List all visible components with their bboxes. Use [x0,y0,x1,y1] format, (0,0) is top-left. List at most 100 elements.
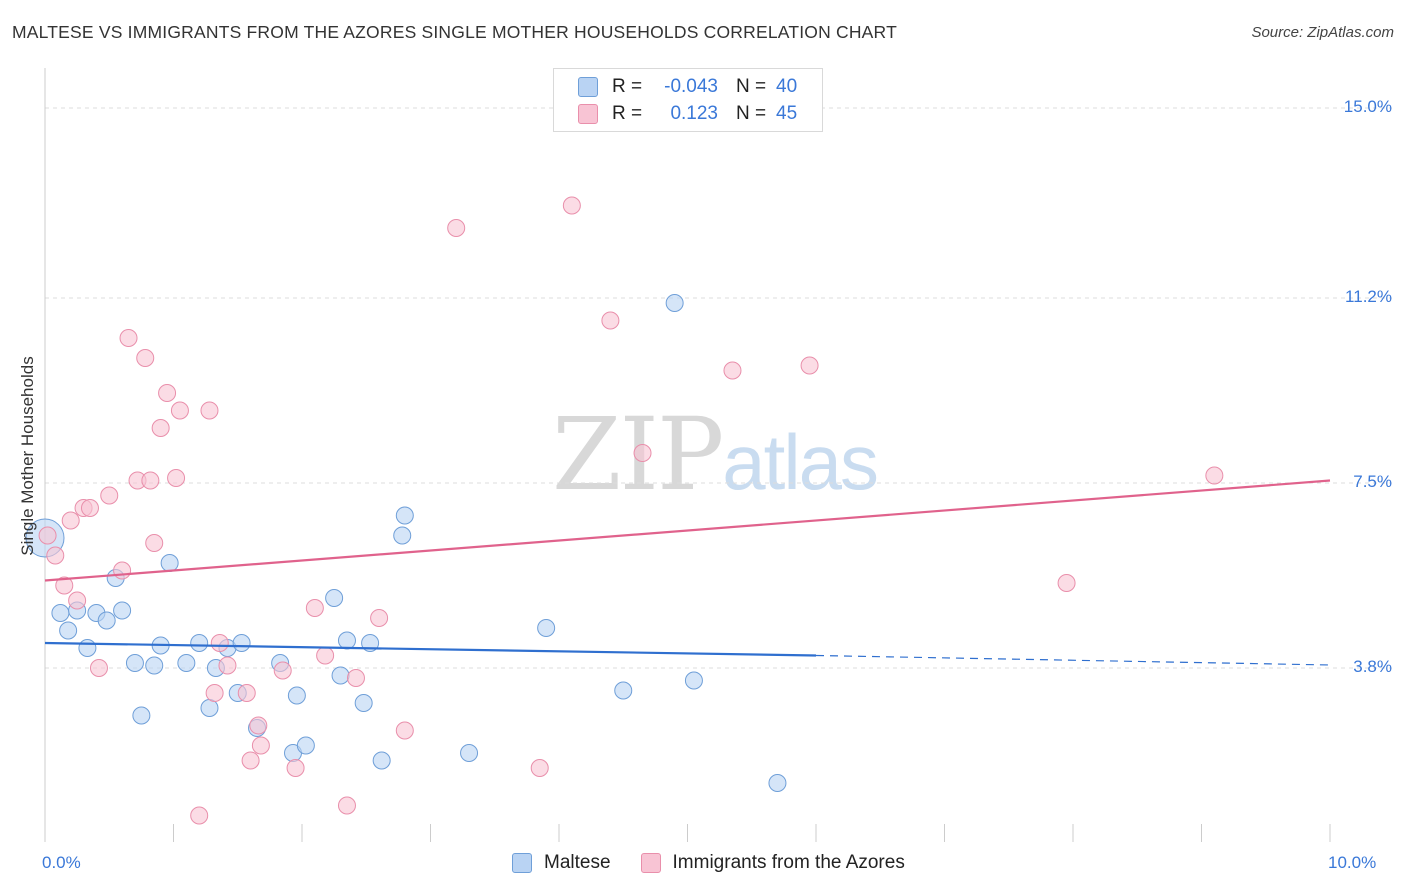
azores-point [273,661,292,680]
maltese-point [78,639,97,657]
azores-point [141,471,160,490]
maltese-point [614,681,633,700]
legend-label-azores: Immigrants from the Azores [672,852,905,873]
azores-point [1057,574,1076,592]
series-azores [38,196,1224,825]
azores-point [218,656,237,675]
grid-lines [45,107,1392,669]
maltese-point [190,634,209,652]
maltese-point [232,634,251,652]
maltese-swatch [578,77,598,97]
maltese-point [145,656,164,675]
azores-point [136,349,155,367]
source-credit: Source: ZipAtlas.com [1251,24,1394,41]
azores-trend-line [44,479,1331,582]
r-value: -0.043 [664,76,718,97]
azores-point [113,561,132,580]
maltese-trend-line [44,641,817,657]
azores-point [61,511,80,530]
azores-point [190,806,209,825]
azores-point [723,361,742,380]
axes [44,68,1331,842]
azores-point [46,546,65,565]
azores-point [370,609,389,627]
azores-swatch [578,104,598,124]
azores-point [170,401,189,420]
maltese-point [684,671,703,690]
maltese-point [287,686,306,705]
legend-item-maltese[interactable]: Maltese [512,852,611,874]
y-axis-label: Single Mother Households [18,356,37,556]
azores-point [55,576,74,595]
maltese-swatch [512,853,532,873]
azores-point [89,659,108,677]
series-maltese [25,294,787,792]
series-legend: Maltese Immigrants from the Azores [512,852,935,874]
maltese-point [768,774,787,792]
maltese-point [460,744,479,762]
maltese-point [160,554,179,572]
azores-point [200,401,219,420]
azores-point [305,599,324,617]
maltese-point [331,666,350,685]
azores-point [241,751,260,770]
chart-title: MALTESE VS IMMIGRANTS FROM THE AZORES SI… [12,22,897,42]
azores-point [205,684,224,702]
maltese-point [665,294,684,312]
n-value: 40 [776,76,798,97]
azores-swatch [640,853,661,873]
azores-point [145,534,164,552]
maltese-point [59,621,78,640]
r-value: 0.123 [670,103,718,124]
azores-point [316,646,335,665]
y-tick-label: 7.5% [1353,472,1392,491]
azores-point [158,384,177,402]
x-tick-label: 0.0% [42,853,81,872]
n-value: 45 [776,103,798,124]
maltese-trend-extension [815,654,1331,666]
maltese-point [132,706,151,725]
maltese-point [354,694,373,712]
azores-point [562,196,581,215]
maltese-point [177,654,196,672]
azores-point [38,526,57,545]
azores-point [1205,466,1224,485]
legend-item-azores[interactable]: Immigrants from the Azores [640,852,905,874]
y-tick-label: 11.2% [1345,287,1392,306]
maltese-point [393,526,412,545]
azores-point [68,591,87,610]
watermark: ZIPatlas [552,396,879,513]
legend-row-azores: R = 0.123 N = 45 [578,101,797,127]
azores-point [633,444,652,462]
n-label: N = [736,103,767,124]
r-label: R = [612,76,643,97]
correlation-legend: R = -0.043 N = 40 R = 0.123 N = 45 [553,68,823,132]
y-tick-label: 15.0% [1343,97,1392,116]
azores-point [530,759,549,777]
r-label: R = [612,103,643,124]
azores-point [167,469,186,487]
azores-point [237,684,256,702]
maltese-point [125,654,144,672]
maltese-point [296,736,315,755]
azores-point [100,486,119,505]
legend-label-maltese: Maltese [544,852,611,873]
azores-point [337,796,356,815]
azores-point [80,499,99,517]
azores-point [151,419,170,437]
azores-point [286,759,305,777]
maltese-point [372,751,391,770]
watermark-atlas: atlas [722,418,879,506]
azores-point [346,669,365,687]
maltese-point [200,699,219,717]
maltese-point [537,619,556,637]
maltese-point [51,604,70,622]
azores-point [251,736,270,755]
maltese-point [113,601,132,620]
azores-point [395,721,414,740]
azores-point [447,219,466,237]
azores-point [800,356,819,375]
trend-lines [44,479,1331,666]
azores-point [210,634,229,652]
